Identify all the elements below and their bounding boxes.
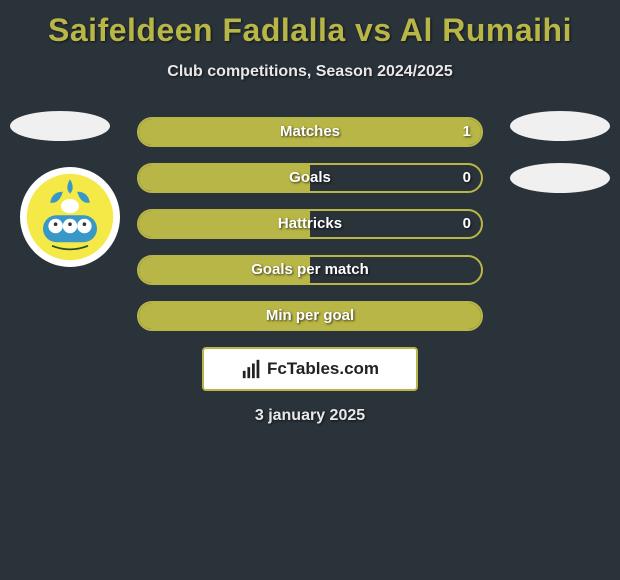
- footer-brand-badge: FcTables.com: [202, 347, 418, 391]
- stat-label: Hattricks: [139, 211, 481, 237]
- club-badge: [20, 167, 120, 267]
- player-avatar-right: [510, 111, 610, 141]
- stat-bars: Matches 1 Goals 0 Hattricks 0 Goals per …: [137, 117, 483, 331]
- stat-bar-matches: Matches 1: [137, 117, 483, 147]
- stat-label: Matches: [139, 119, 481, 145]
- stat-bar-goals-per-match: Goals per match: [137, 255, 483, 285]
- stat-bar-min-per-goal: Min per goal: [137, 301, 483, 331]
- player-avatar-left: [10, 111, 110, 141]
- stat-label: Goals per match: [139, 257, 481, 283]
- stat-value: 1: [463, 119, 471, 145]
- stat-label: Goals: [139, 165, 481, 191]
- stat-value: 0: [463, 165, 471, 191]
- stats-area: Matches 1 Goals 0 Hattricks 0 Goals per …: [0, 117, 620, 331]
- stat-label: Min per goal: [139, 303, 481, 329]
- footer-brand-text: FcTables.com: [267, 359, 379, 379]
- stat-bar-hattricks: Hattricks 0: [137, 209, 483, 239]
- stat-bar-goals: Goals 0: [137, 163, 483, 193]
- subtitle: Club competitions, Season 2024/2025: [0, 63, 620, 81]
- club-badge-svg: [25, 172, 115, 262]
- chart-bars-icon: [241, 358, 263, 380]
- page-title: Saifeldeen Fadlalla vs Al Rumaihi: [0, 0, 620, 49]
- footer-date: 3 january 2025: [0, 407, 620, 425]
- player-avatar-right-2: [510, 163, 610, 193]
- stat-value: 0: [463, 211, 471, 237]
